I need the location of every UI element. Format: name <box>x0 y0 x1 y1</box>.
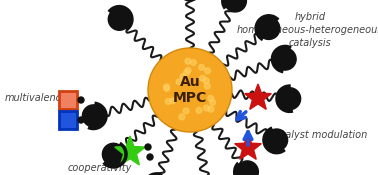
Circle shape <box>145 173 167 175</box>
Circle shape <box>198 64 204 70</box>
Circle shape <box>204 83 210 89</box>
Circle shape <box>203 105 209 111</box>
Circle shape <box>200 75 206 81</box>
Circle shape <box>170 98 176 104</box>
Circle shape <box>274 48 296 70</box>
Circle shape <box>185 68 191 73</box>
Circle shape <box>165 99 171 104</box>
Circle shape <box>208 95 214 101</box>
Circle shape <box>208 106 214 112</box>
Circle shape <box>183 70 189 76</box>
Circle shape <box>148 48 232 132</box>
Circle shape <box>82 105 104 127</box>
Circle shape <box>179 0 201 1</box>
FancyBboxPatch shape <box>59 91 77 109</box>
Circle shape <box>147 154 153 160</box>
Polygon shape <box>235 134 261 159</box>
Circle shape <box>179 114 185 120</box>
Circle shape <box>176 79 182 85</box>
Circle shape <box>196 107 202 113</box>
Circle shape <box>225 0 246 12</box>
Circle shape <box>210 100 215 105</box>
Circle shape <box>236 161 258 175</box>
Circle shape <box>258 18 280 39</box>
Circle shape <box>164 86 170 91</box>
Text: cooperativity: cooperativity <box>68 163 132 173</box>
Circle shape <box>108 8 130 30</box>
Circle shape <box>164 84 169 90</box>
Circle shape <box>145 144 151 150</box>
Circle shape <box>78 97 84 103</box>
Circle shape <box>279 88 301 110</box>
Circle shape <box>180 74 186 80</box>
Polygon shape <box>245 84 271 109</box>
FancyBboxPatch shape <box>59 111 77 129</box>
Text: hybrid
homogeneous-heterogeneous
catalysis: hybrid homogeneous-heterogeneous catalys… <box>237 12 378 48</box>
Circle shape <box>203 78 209 84</box>
Circle shape <box>191 60 197 65</box>
Polygon shape <box>115 136 145 165</box>
Circle shape <box>78 117 84 123</box>
Text: catalyst modulation: catalyst modulation <box>270 130 367 140</box>
Circle shape <box>185 58 191 64</box>
Text: Au
MPC: Au MPC <box>173 75 207 105</box>
Text: multivalency: multivalency <box>5 93 68 103</box>
Circle shape <box>204 68 211 74</box>
Circle shape <box>266 129 288 151</box>
Circle shape <box>102 143 124 165</box>
Circle shape <box>183 108 189 114</box>
